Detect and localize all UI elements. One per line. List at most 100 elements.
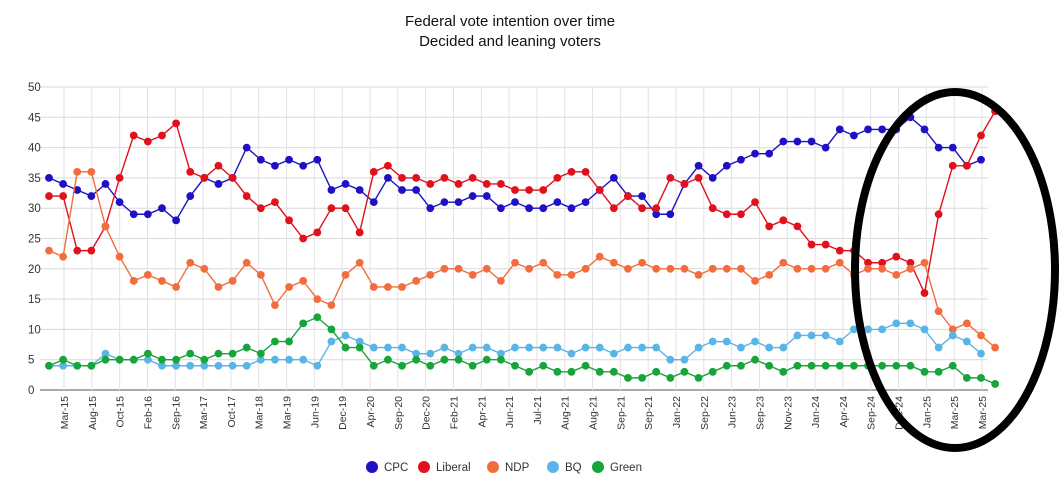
data-point-cpc: [539, 204, 548, 213]
data-point-ndp: [271, 301, 279, 310]
data-point-ndp: [172, 283, 180, 291]
data-point-cpc: [426, 204, 435, 213]
x-tick-label: Mar-25: [949, 396, 961, 429]
data-point-liberal: [271, 198, 279, 207]
legend-swatch: [547, 461, 559, 473]
data-point-green: [87, 361, 96, 370]
data-point-ndp: [496, 277, 505, 285]
data-point-green: [751, 355, 759, 364]
data-point-liberal: [454, 180, 463, 188]
data-point-ndp: [59, 252, 68, 261]
data-point-green: [341, 343, 350, 352]
data-point-liberal: [525, 186, 534, 194]
data-point-bq: [101, 349, 110, 358]
data-point-ndp: [737, 264, 745, 273]
data-point-bq: [285, 355, 293, 364]
data-point-cpc: [821, 143, 830, 152]
x-tick-label: Feb-16: [142, 396, 154, 429]
data-point-green: [285, 337, 293, 346]
data-point-cpc: [384, 174, 392, 182]
data-point-bq: [299, 355, 308, 364]
data-point-green: [694, 373, 703, 382]
data-point-green: [962, 373, 971, 382]
y-tick-label: 50: [28, 82, 41, 94]
data-point-green: [59, 355, 68, 364]
data-point-ndp: [398, 283, 406, 291]
data-point-liberal: [115, 174, 124, 182]
x-tick-label: Dec-20: [421, 396, 433, 430]
data-point-liberal: [638, 204, 646, 213]
y-tick-label: 45: [28, 112, 41, 124]
data-point-ndp: [722, 264, 731, 273]
data-point-ndp: [143, 270, 152, 279]
data-point-liberal: [553, 174, 562, 182]
data-point-bq: [186, 361, 195, 370]
data-point-bq: [426, 349, 435, 358]
data-point-green: [355, 343, 364, 352]
data-point-green: [45, 361, 53, 370]
data-point-liberal: [595, 186, 604, 194]
data-point-green: [624, 373, 632, 382]
data-point-cpc: [143, 210, 152, 219]
data-point-liberal: [511, 186, 519, 194]
data-point-ndp: [327, 301, 336, 310]
data-point-liberal: [468, 174, 477, 182]
x-tick-label: Jun-21: [504, 396, 516, 428]
data-point-cpc: [482, 192, 491, 200]
data-point-bq: [878, 325, 887, 334]
data-point-liberal: [412, 174, 421, 182]
data-point-green: [242, 343, 251, 352]
data-point-cpc: [708, 174, 717, 182]
data-point-ndp: [242, 258, 251, 267]
data-point-cpc: [129, 210, 138, 219]
data-point-ndp: [285, 283, 293, 291]
data-point-bq: [906, 319, 915, 328]
data-point-liberal: [807, 240, 816, 249]
legend-label: CPC: [384, 462, 408, 474]
data-point-cpc: [341, 180, 350, 188]
data-point-liberal: [878, 258, 887, 267]
data-point-green: [934, 367, 943, 376]
data-point-liberal: [482, 180, 491, 188]
data-point-green: [977, 373, 985, 382]
data-point-bq: [624, 343, 632, 352]
data-point-ndp: [595, 252, 604, 261]
x-tick-label: Sep-22: [699, 396, 711, 430]
data-point-ndp: [567, 270, 576, 279]
data-point-cpc: [186, 192, 195, 200]
y-tick-label: 15: [28, 294, 41, 306]
data-point-liberal: [581, 167, 590, 176]
data-point-green: [440, 355, 449, 364]
data-point-liberal: [398, 174, 406, 182]
data-point-liberal: [539, 186, 548, 194]
data-point-green: [722, 361, 731, 370]
legend-label: Liberal: [436, 462, 471, 474]
data-point-liberal: [285, 216, 293, 225]
x-tick-label: Sep-16: [170, 396, 182, 430]
data-point-bq: [313, 361, 322, 370]
data-point-bq: [440, 343, 449, 352]
data-point-bq: [384, 343, 392, 352]
data-point-ndp: [440, 264, 449, 273]
data-point-green: [101, 355, 110, 364]
data-point-liberal: [609, 204, 618, 213]
data-point-liberal: [172, 119, 180, 128]
data-point-cpc: [793, 137, 802, 146]
data-point-cpc: [765, 149, 774, 158]
data-point-bq: [468, 343, 477, 352]
data-point-green: [228, 349, 237, 358]
legend-swatch: [366, 461, 378, 473]
data-point-liberal: [440, 174, 449, 182]
legend-item-cpc: CPC: [366, 461, 408, 474]
data-point-bq: [214, 361, 223, 370]
data-point-bq: [722, 337, 731, 346]
data-point-cpc: [440, 198, 449, 207]
data-point-bq: [652, 343, 661, 352]
data-point-ndp: [694, 270, 703, 279]
data-point-bq: [708, 337, 717, 346]
x-tick-label: Dec-19: [337, 396, 349, 430]
data-point-ndp: [45, 246, 53, 255]
data-point-liberal: [567, 167, 576, 176]
legend-label: NDP: [505, 462, 530, 474]
data-point-liberal: [129, 131, 138, 140]
